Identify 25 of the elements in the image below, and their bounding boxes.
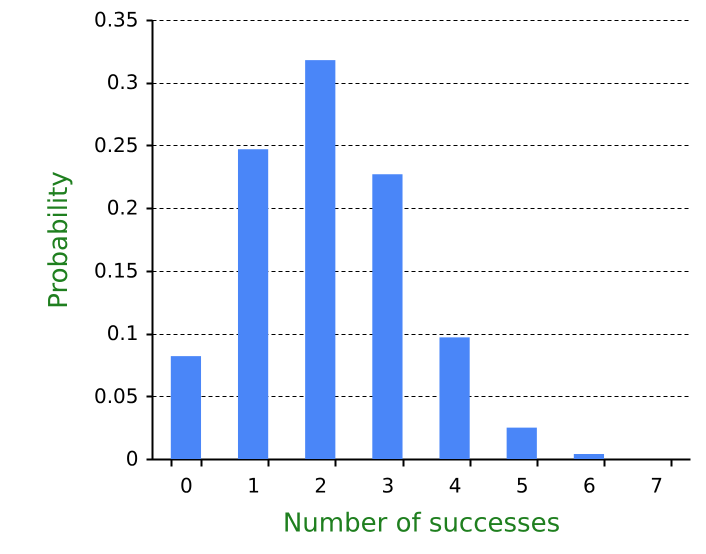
x-tick-label: 2 [314, 474, 328, 498]
bar [506, 428, 537, 459]
y-tick-label: 0.05 [94, 384, 138, 408]
y-tick-label: 0.3 [106, 70, 138, 94]
bar [574, 454, 604, 459]
y-axis-title: Probability [44, 171, 74, 309]
y-tick-label: 0.25 [94, 132, 138, 157]
x-tick-label: 3 [382, 474, 394, 498]
x-tick-label: 6 [583, 474, 596, 498]
y-tick-label: 0.2 [106, 196, 138, 220]
bar [372, 174, 403, 459]
x-axis-title: Number of successes [282, 508, 560, 538]
bar [439, 337, 470, 459]
bar [238, 149, 268, 459]
y-tick-label: 0.35 [94, 8, 138, 32]
x-tick-label: 5 [516, 474, 529, 498]
y-tick-label: 0 [126, 446, 138, 470]
x-tick-label: 4 [448, 474, 462, 498]
bar [170, 356, 202, 459]
x-tick-label: 0 [180, 474, 193, 498]
y-tick-label: 0.1 [106, 321, 138, 346]
bar [305, 60, 336, 459]
x-tick-label: 1 [247, 474, 260, 498]
x-tick-label: 7 [650, 474, 663, 498]
y-tick-label: 0.15 [94, 258, 138, 282]
